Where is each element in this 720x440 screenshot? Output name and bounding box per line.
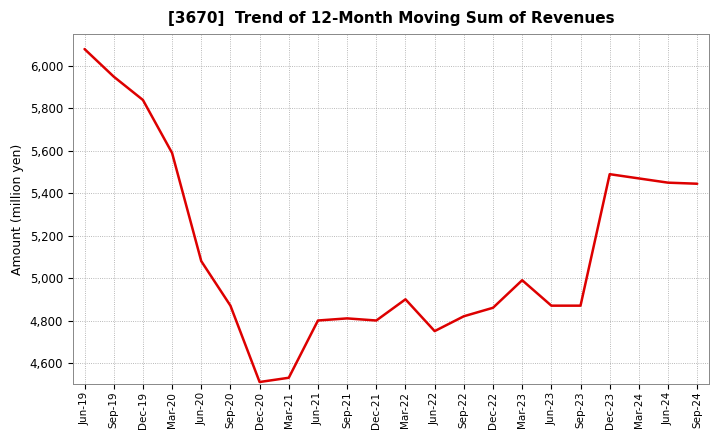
Title: [3670]  Trend of 12-Month Moving Sum of Revenues: [3670] Trend of 12-Month Moving Sum of R… bbox=[168, 11, 614, 26]
Y-axis label: Amount (million yen): Amount (million yen) bbox=[11, 143, 24, 275]
